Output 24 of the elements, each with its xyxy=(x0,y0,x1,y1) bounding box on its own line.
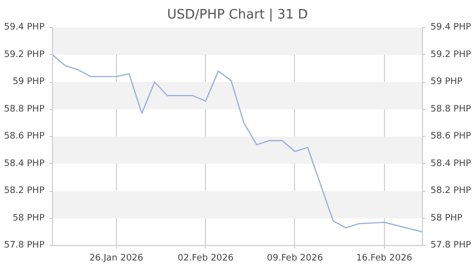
y2-tick-label: 59.2 PHP xyxy=(430,50,472,60)
y-tick-label: 58.6 PHP xyxy=(4,132,46,142)
line-series xyxy=(52,54,422,232)
y-tick-label: 58 PHP xyxy=(12,213,46,224)
y2-tick-label: 57.8 PHP xyxy=(430,240,472,250)
y2-tick-label: 58.2 PHP xyxy=(430,186,472,196)
x-tick-label: 02.Feb 2026 xyxy=(178,254,234,264)
y-tick-label: 59 PHP xyxy=(12,77,46,87)
y2-tick-label: 58 PHP xyxy=(430,213,464,224)
x-tick-label: 16.Feb 2026 xyxy=(356,254,413,264)
y2-tick-label: 58.6 PHP xyxy=(430,132,472,142)
y-tick-label: 59.4 PHP xyxy=(4,22,46,32)
y-tick-label: 57.8 PHP xyxy=(4,240,46,250)
y2-tick-label: 58.4 PHP xyxy=(430,158,472,169)
x-tick-label: 26.Jan 2026 xyxy=(89,254,144,264)
y-tick-label: 58.4 PHP xyxy=(4,158,46,169)
y-tick-label: 58.8 PHP xyxy=(4,104,46,114)
y2-tick-label: 59 PHP xyxy=(430,77,464,87)
y2-tick-label: 58.8 PHP xyxy=(430,104,472,114)
y2-tick-label: 59.4 PHP xyxy=(430,22,472,32)
x-tick-label: 09.Feb 2026 xyxy=(266,254,324,264)
y-tick-label: 58.2 PHP xyxy=(4,186,46,196)
chart-title: USD/PHP Chart | 31 D xyxy=(167,8,308,22)
y-tick-label: 59.2 PHP xyxy=(4,50,46,60)
